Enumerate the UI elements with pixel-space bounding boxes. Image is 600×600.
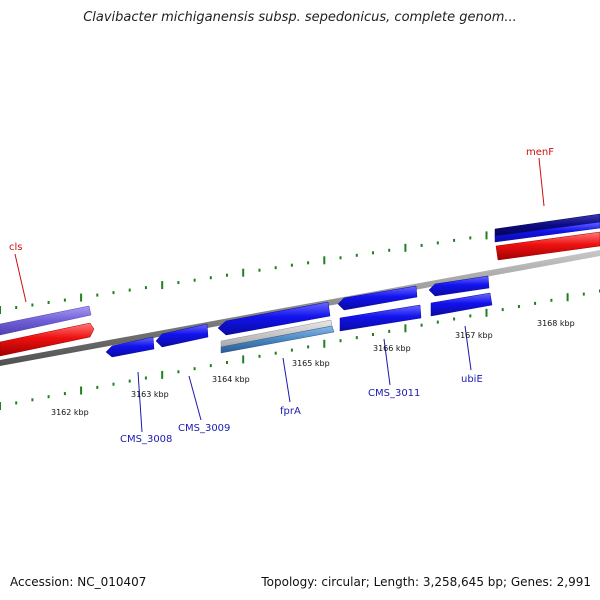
ruler-label-3168: 3168 kbp — [537, 319, 575, 328]
map-title: Clavibacter michiganensis subsp. sepedon… — [83, 10, 517, 25]
ruler-label-3165: 3165 kbp — [292, 359, 330, 368]
gene-fprA-steel-track[interactable] — [220, 325, 335, 354]
gene-CMS_3009-arrow[interactable] — [155, 323, 209, 348]
ubiE-leader-line — [464, 325, 472, 371]
ruler-label-3162: 3162 kbp — [51, 408, 89, 417]
red-track-left[interactable] — [0, 322, 95, 357]
gene-ubiE-lower[interactable] — [430, 292, 493, 317]
CMS_3008-leader-line — [137, 371, 143, 433]
gene-ubiE-upper-arrow[interactable] — [428, 275, 490, 297]
red-track-right[interactable] — [495, 231, 600, 261]
fprA-leader-line — [282, 357, 291, 403]
gene-CMS_3008-arrow[interactable] — [105, 336, 155, 358]
gene-cls-arrow[interactable] — [0, 305, 92, 336]
gene-label-cls[interactable]: cls — [9, 242, 23, 253]
upper-ruler-ticks — [0, 216, 600, 314]
cls-leader-line — [14, 253, 27, 303]
gene-CMS_3011-upper-arrow[interactable] — [337, 285, 418, 311]
gene-label-CMS_3009[interactable]: CMS_3009 — [178, 423, 230, 434]
gene-right-blue[interactable] — [494, 221, 600, 243]
gene-label-CMS_3008[interactable]: CMS_3008 — [120, 434, 172, 445]
gene-label-menF[interactable]: menF — [526, 147, 554, 158]
gene-CMS_3011-lower[interactable] — [339, 304, 422, 332]
genome-summary-text: Topology: circular; Length: 3,258,645 bp… — [261, 575, 591, 589]
CMS_3011-leader-line — [383, 338, 391, 386]
gene-label-ubiE[interactable]: ubiE — [461, 374, 483, 385]
ruler-label-3163: 3163 kbp — [131, 390, 169, 399]
accession-text: Accession: NC_010407 — [10, 575, 147, 589]
gene-menF-arrow[interactable] — [494, 213, 600, 238]
gene-label-CMS_3011[interactable]: CMS_3011 — [368, 388, 420, 399]
ruler-label-3164: 3164 kbp — [212, 375, 250, 384]
menF-leader-line — [538, 157, 545, 207]
gene-fprA-arrow[interactable] — [217, 301, 331, 336]
lower-ruler-ticks — [0, 289, 600, 410]
ruler-label-3167: 3167 kbp — [455, 331, 493, 340]
gene-label-fprA[interactable]: fprA — [280, 406, 301, 417]
ruler-label-3166: 3166 kbp — [373, 344, 411, 353]
CMS_3009-leader-line — [188, 375, 202, 421]
